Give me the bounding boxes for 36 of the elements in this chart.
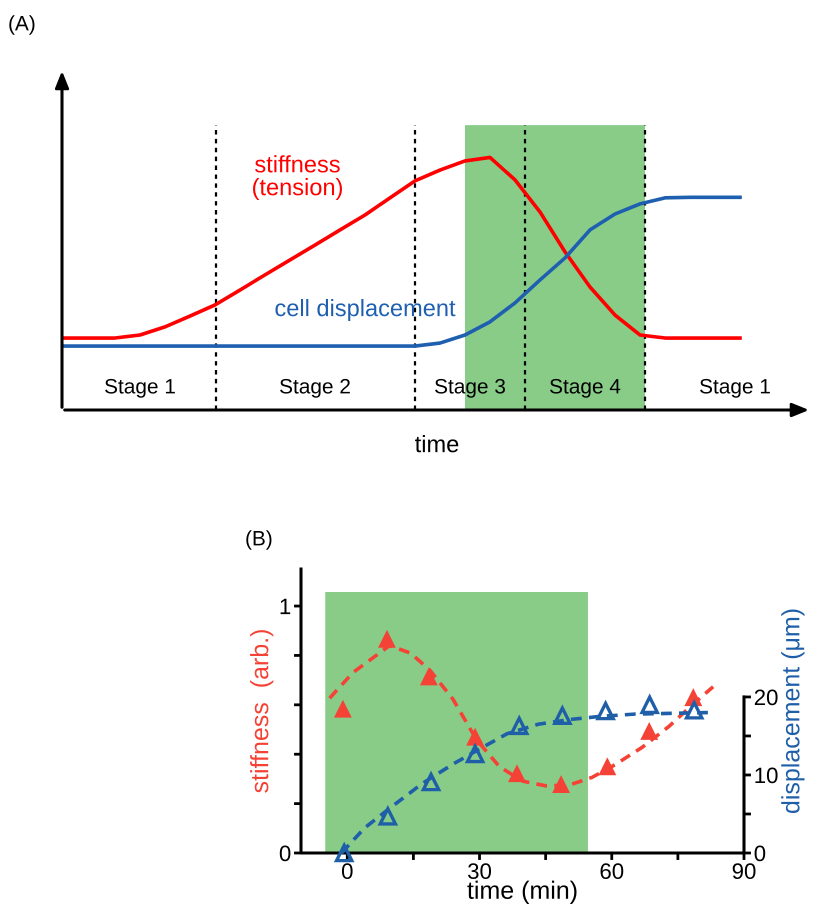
series-label: cell displacement bbox=[275, 298, 456, 321]
annotation: Stage 3 bbox=[435, 378, 505, 398]
text: (A) bbox=[9, 15, 34, 35]
point bbox=[599, 759, 616, 776]
y2-tick-label: 0 bbox=[754, 846, 766, 862]
y-axis-title: stiffness (arb.) bbox=[250, 630, 274, 793]
point bbox=[334, 844, 354, 862]
point bbox=[684, 700, 704, 720]
x-axis-title: time (min) bbox=[467, 880, 577, 904]
annotation: Stage 4 bbox=[550, 378, 620, 398]
x-axis-title: time bbox=[415, 435, 458, 452]
y2-tick-label: 20 bbox=[754, 689, 778, 706]
point bbox=[467, 730, 484, 746]
x-tick-label: 60 bbox=[600, 863, 624, 880]
point bbox=[553, 777, 569, 794]
y2-tick-label: 10 bbox=[755, 768, 778, 784]
annotation: Stage 2 bbox=[280, 378, 350, 398]
text: (B) bbox=[246, 530, 272, 550]
point bbox=[509, 766, 525, 782]
point bbox=[596, 702, 615, 720]
x-tick-label: 90 bbox=[732, 863, 756, 880]
point bbox=[641, 724, 658, 740]
point bbox=[553, 706, 572, 725]
point bbox=[640, 695, 659, 714]
point bbox=[420, 669, 437, 686]
point bbox=[422, 772, 440, 792]
x-tick-label: 30 bbox=[468, 863, 492, 880]
point bbox=[334, 702, 351, 718]
point bbox=[379, 632, 395, 648]
series-label: stiffness (tension) bbox=[253, 155, 342, 200]
point bbox=[466, 744, 484, 764]
y2-axis-title: displacement (μm) bbox=[781, 609, 805, 814]
annotation: Stage 1 bbox=[105, 378, 175, 398]
x-tick-label: 0 bbox=[342, 863, 353, 880]
y-tick-label: 1 bbox=[280, 598, 290, 614]
annotation: Stage 1 bbox=[700, 378, 770, 398]
